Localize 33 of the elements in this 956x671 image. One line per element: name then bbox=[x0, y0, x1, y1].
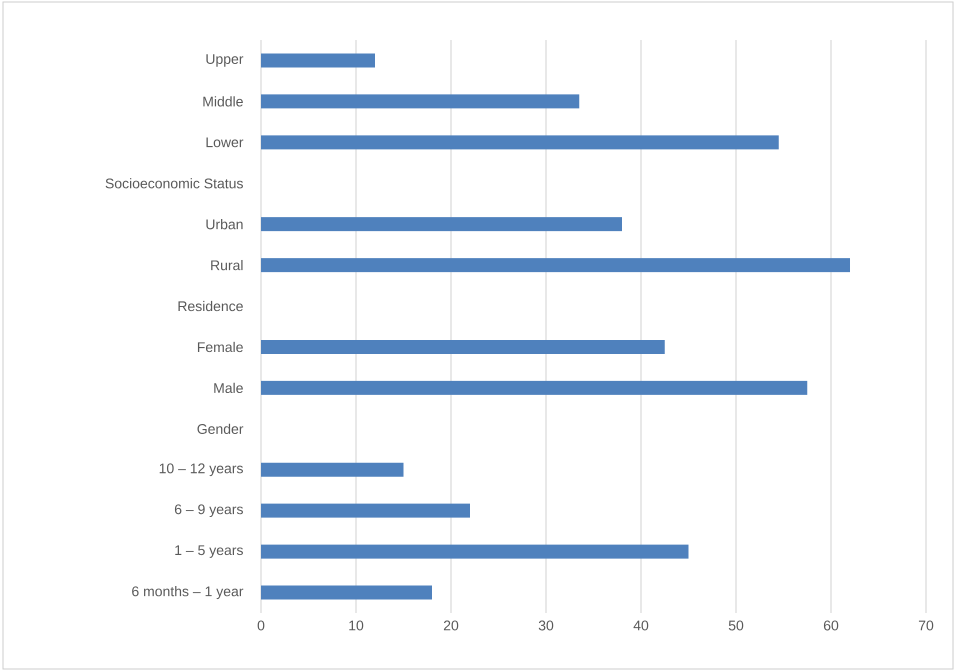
x-tick-label: 70 bbox=[918, 620, 934, 630]
x-tick-label: 30 bbox=[538, 620, 554, 630]
y-tick-label: Middle bbox=[203, 96, 243, 107]
y-tick-label: Urban bbox=[206, 219, 243, 230]
bar bbox=[261, 94, 580, 108]
bar bbox=[261, 258, 850, 272]
bar bbox=[261, 340, 665, 354]
bar bbox=[261, 380, 808, 395]
y-tick-label: Female bbox=[198, 342, 243, 352]
y-tick-label: 1 – 5 years bbox=[175, 545, 243, 558]
x-tick-label: 10 bbox=[349, 620, 364, 630]
y-tick-label: Upper bbox=[206, 54, 244, 67]
bar bbox=[261, 53, 375, 68]
y-tick-label: Socioeconomic Status bbox=[106, 178, 243, 188]
bar bbox=[261, 217, 622, 232]
bar bbox=[261, 586, 432, 600]
y-tick-label: 10 – 12 years bbox=[160, 463, 243, 476]
y-tick-label: 6 – 9 years bbox=[174, 504, 243, 518]
y-tick-label: Gender bbox=[197, 424, 244, 434]
y-tick-label: Male bbox=[214, 382, 243, 394]
bar bbox=[261, 504, 470, 518]
x-tick-label: 0 bbox=[258, 620, 264, 630]
x-tick-label: 20 bbox=[444, 620, 458, 630]
x-tick-label: 50 bbox=[728, 620, 744, 630]
bar bbox=[261, 544, 688, 559]
bar bbox=[261, 462, 404, 477]
y-tick-label: Residence bbox=[178, 300, 243, 312]
y-tick-label: Lower bbox=[206, 137, 244, 148]
bar bbox=[261, 135, 779, 150]
x-tick-label: 40 bbox=[634, 620, 648, 630]
y-tick-label: 6 months – 1 year bbox=[132, 586, 244, 600]
x-tick-label: 60 bbox=[824, 620, 838, 630]
y-tick-label: Rural bbox=[211, 260, 243, 270]
